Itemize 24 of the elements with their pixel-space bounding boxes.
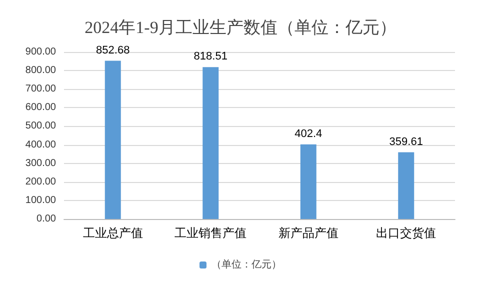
chart-title: 2024年1-9月工业生产数值（单位：亿元）	[84, 18, 396, 37]
data-label: 402.4	[294, 128, 322, 140]
y-tick-label: 200.00	[25, 176, 56, 188]
data-label: 359.61	[389, 136, 423, 148]
bar	[398, 152, 414, 219]
x-tick-label: 工业销售产值	[174, 226, 247, 240]
data-label: 852.68	[96, 44, 130, 56]
y-tick-label: 0.00	[36, 214, 56, 224]
y-tick-label: 700.00	[25, 84, 56, 95]
y-tick-label: 600.00	[25, 102, 56, 114]
y-tick-label: 900.00	[25, 46, 56, 58]
x-tick-label: 工业总产值	[82, 226, 143, 240]
legend-label: （单位：亿元）	[212, 258, 282, 270]
y-tick-label: 800.00	[25, 65, 56, 76]
data-label: 818.51	[194, 50, 228, 63]
y-tick-label: 500.00	[25, 120, 56, 132]
y-tick-label: 300.00	[25, 158, 56, 169]
bar	[104, 60, 121, 219]
bar	[202, 67, 219, 219]
x-tick-label: 出口交货值	[376, 226, 436, 240]
bar	[300, 144, 316, 219]
y-tick-label: 400.00	[25, 139, 56, 150]
x-tick-label: 新产品产值	[278, 226, 338, 240]
y-tick-label: 100.00	[25, 194, 56, 206]
